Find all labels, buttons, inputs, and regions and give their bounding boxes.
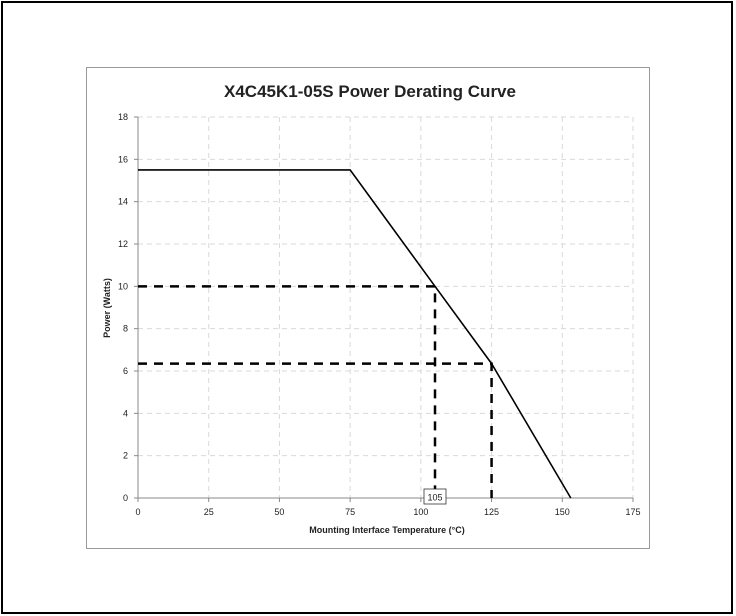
chart-title: X4C45K1-05S Power Derating Curve [224,82,516,101]
x-tick-label: 25 [204,507,214,517]
x-tick-label: 0 [135,507,140,517]
chart-container [86,67,650,549]
y-tick-label: 14 [118,197,128,207]
x-tick-label: 50 [274,507,284,517]
x-tick-label: 100 [413,507,428,517]
y-tick-label: 10 [118,281,128,291]
x-tick-label: 125 [484,507,499,517]
derating-curve-line [138,169,572,499]
grid-layer [138,116,634,498]
x-axis-label: Mounting Interface Temperature (°C) [309,525,464,535]
annotation-box [423,488,447,505]
y-tick-label: 8 [123,324,128,334]
annotation-layer: 105 [423,488,447,505]
y-tick-label: 6 [123,366,128,376]
x-tick-label: 175 [625,507,640,517]
y-tick-label: 4 [123,408,128,418]
x-tick-label: 150 [555,507,570,517]
y-tick-label: 16 [118,154,128,164]
axis-layer: 0 25 50 75 100 125 150 175 0 2 4 6 8 10 12 14 16 18 [118,112,641,517]
y-tick-label: 12 [118,239,128,249]
reference-dashed-line [138,362,493,498]
reference-lines-layer [138,285,493,498]
y-tick-label: 18 [118,112,128,122]
reference-dashed-line [138,285,437,498]
y-axis-label: Power (Watts) [102,278,112,338]
series-layer [138,169,572,499]
x-tick-label: 75 [345,507,355,517]
y-tick-label: 2 [123,451,128,461]
annotation-label: 105 [427,493,442,503]
y-tick-label: 0 [123,493,128,503]
